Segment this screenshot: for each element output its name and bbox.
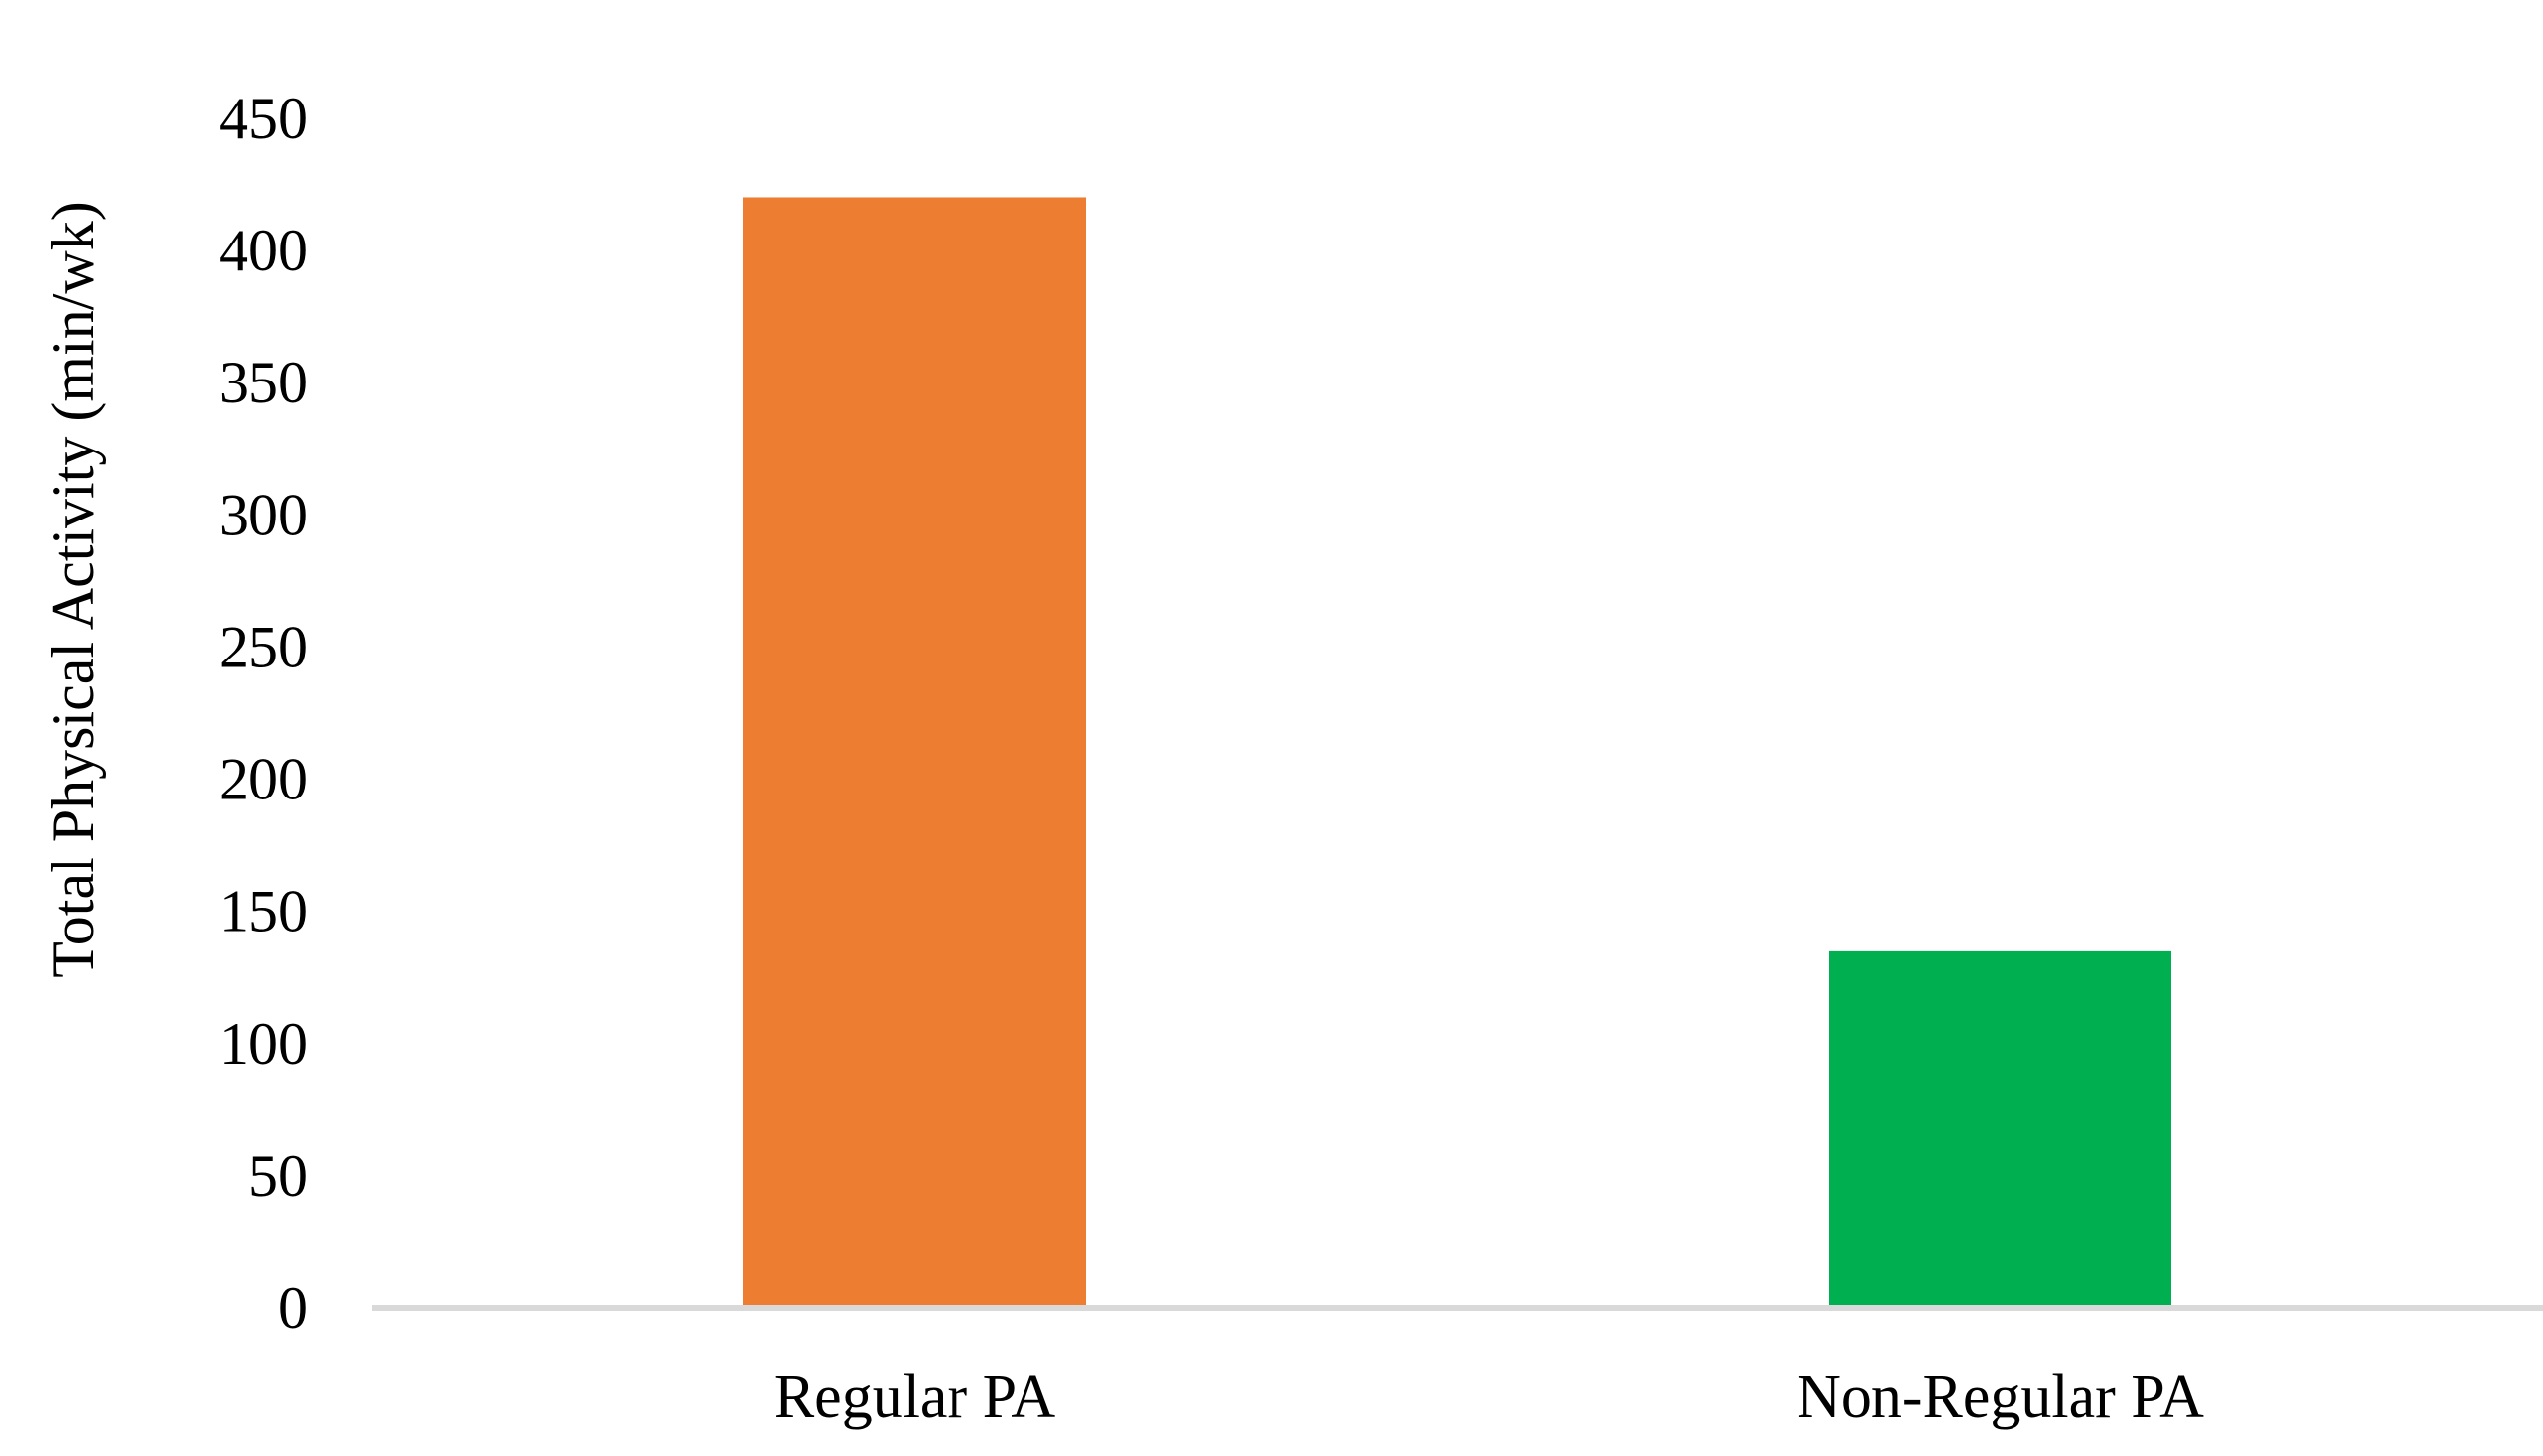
bar-regular-pa <box>743 197 1086 1305</box>
y-tick-label: 50 <box>248 1144 308 1209</box>
y-tick-label: 0 <box>278 1276 308 1341</box>
y-tick-label: 200 <box>219 747 308 812</box>
y-tick-label: 450 <box>219 86 308 151</box>
y-tick-label: 250 <box>219 614 308 679</box>
x-axis-labels: Regular PA Non-Regular PA <box>774 1363 2204 1430</box>
y-axis-label: Total Physical Activity (min/wk) <box>40 201 106 977</box>
y-tick-label: 100 <box>219 1011 308 1076</box>
x-tick-label: Regular PA <box>774 1363 1056 1430</box>
y-tick-label: 400 <box>219 218 308 283</box>
y-tick-label: 300 <box>219 482 308 547</box>
y-tick-label: 150 <box>219 879 308 944</box>
y-tick-label: 350 <box>219 350 308 415</box>
bar-non-regular-pa <box>1829 950 2171 1305</box>
x-tick-label: Non-Regular PA <box>1797 1363 2204 1430</box>
bars <box>743 197 2171 1305</box>
y-axis-ticks: 0 50 100 150 200 250 300 350 400 450 <box>219 86 308 1341</box>
